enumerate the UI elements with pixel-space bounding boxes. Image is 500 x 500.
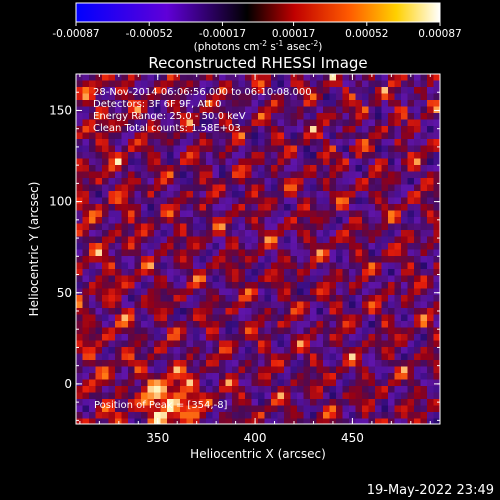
x-tick-label: 450 (341, 431, 364, 445)
x-tick-label: 350 (146, 431, 169, 445)
colorbar-unit-label: (photons cm-2 s-1 asec-2) (194, 39, 323, 53)
x-axis: 350 400 450 (79, 74, 431, 445)
x-axis-label: Heliocentric X (arcsec) (190, 447, 326, 461)
y-axis: 0 50 100 150 (49, 73, 440, 421)
x-tick-label: 400 (244, 431, 267, 445)
y-tick-label: 50 (57, 286, 72, 300)
chart-title: Reconstructed RHESSI Image (148, 54, 367, 72)
colorbar-tick-label: -0.00017 (199, 28, 246, 40)
y-tick-label: 150 (49, 103, 72, 117)
y-tick-label: 100 (49, 195, 72, 209)
colorbar-tick-label: -0.00052 (126, 28, 173, 40)
colorbar-tick-label: 0.00017 (272, 28, 315, 40)
colorbar-ticks: -0.00087 -0.00052 -0.00017 0.00017 0.00052 0.… (52, 22, 462, 40)
colorbar-tick-label: 0.00052 (345, 28, 388, 40)
annotation-line: Detectors: 3F 6F 9F, Att 0 (93, 99, 221, 110)
annotation-line: Energy Range: 25.0 - 50.0 keV (93, 111, 246, 122)
plot-frame (75, 73, 441, 425)
colorbar (75, 2, 441, 23)
footer-timestamp: 19-May-2022 23:49 (367, 483, 494, 498)
y-axis-label: Heliocentric Y (arcsec) (27, 182, 41, 317)
annotations: 28-Nov-2014 06:06:56.000 to 06:10:08.000… (93, 87, 312, 134)
annotation-line: Clean Total counts: 1.58E+03 (93, 123, 241, 134)
peak-position-label: Position of Peak = [354,-8] (94, 400, 228, 411)
annotation-line: 28-Nov-2014 06:06:56.000 to 06:10:08.000 (93, 87, 312, 98)
y-tick-label: 0 (64, 377, 72, 391)
colorbar-tick-label: 0.00087 (418, 28, 461, 40)
heatmap-image (76, 74, 440, 424)
colorbar-tick-label: -0.00087 (52, 28, 99, 40)
